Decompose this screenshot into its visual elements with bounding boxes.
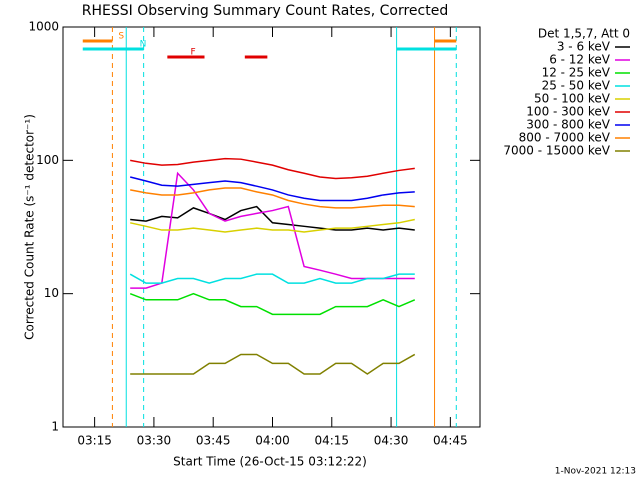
legend-title: Det 1,5,7, Att 0 xyxy=(538,27,630,41)
legend-label: 800 - 7000 keV xyxy=(519,131,611,145)
series-line xyxy=(130,176,415,202)
series-line xyxy=(130,218,415,233)
x-tick-label: 04:00 xyxy=(255,434,290,448)
x-tick-label: 04:30 xyxy=(374,434,409,448)
x-tick-label: 03:45 xyxy=(196,434,231,448)
x-tick-label: 03:30 xyxy=(137,434,172,448)
legend-label: 7000 - 15000 keV xyxy=(503,144,610,158)
y-axis-label: Corrected Count Rate (s⁻¹ detector⁻¹) xyxy=(23,114,37,340)
legend-label: 6 - 12 keV xyxy=(549,53,611,67)
footer: 1-Nov-2021 12:13 xyxy=(555,467,636,477)
legend-label: 100 - 300 keV xyxy=(526,105,610,119)
y-tick-label: 1000 xyxy=(28,20,59,34)
legend-label: 3 - 6 keV xyxy=(557,40,611,54)
flag-label: N xyxy=(140,40,147,50)
series-line xyxy=(129,292,416,316)
flag-label: F xyxy=(191,48,196,58)
x-tick-label: 04:15 xyxy=(314,434,349,448)
legend-label: 300 - 800 keV xyxy=(526,118,610,132)
chart-title: RHESSI Observing Summary Count Rates, Co… xyxy=(82,3,448,19)
x-axis-label: Start Time (26-Oct-15 03:12:22) xyxy=(173,455,367,469)
series-line xyxy=(130,187,415,209)
series-line xyxy=(130,205,415,231)
x-tick-label: 03:15 xyxy=(77,434,112,448)
flag-label: S xyxy=(118,32,124,42)
legend-label: 50 - 100 keV xyxy=(534,92,611,106)
x-tick-label: 04:45 xyxy=(433,434,468,448)
y-tick-label: 1 xyxy=(51,420,59,434)
y-tick-label: 100 xyxy=(36,153,59,167)
series-line xyxy=(129,273,415,284)
y-tick-label: 10 xyxy=(44,286,59,300)
legend-label: 25 - 50 keV xyxy=(542,79,611,93)
series-line xyxy=(130,157,415,180)
series-line xyxy=(130,353,416,375)
legend-label: 12 - 25 keV xyxy=(542,66,611,80)
plot-frame xyxy=(62,26,481,428)
